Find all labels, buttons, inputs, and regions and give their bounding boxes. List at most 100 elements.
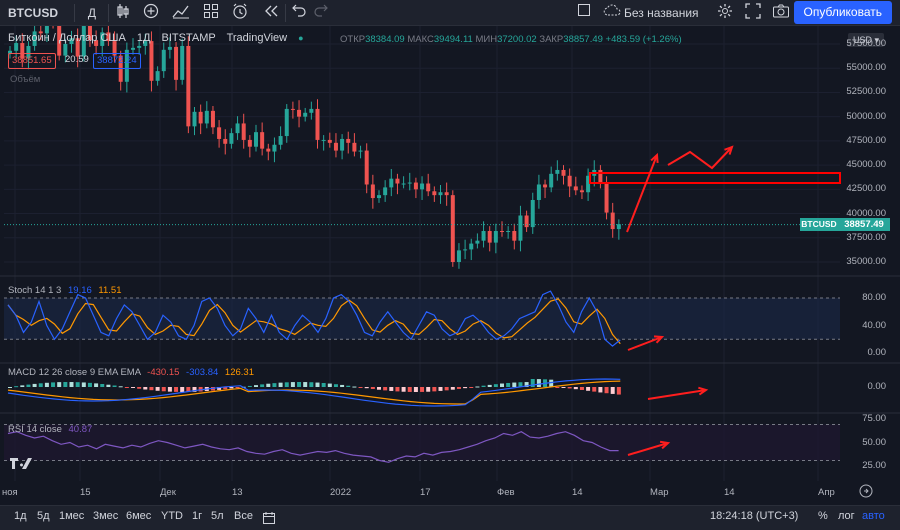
macd-histogram-bar [413,387,418,392]
alert-clock-icon[interactable] [230,3,250,23]
percent-toggle[interactable]: % [818,510,828,522]
price-tick-label: 50000.00 [846,110,886,122]
publish-button[interactable]: Опубликовать [793,1,892,24]
symbol-search[interactable]: BTCUSD [8,6,58,20]
price-tick-label: 45000.00 [846,159,886,171]
stoch-k-value: 19.16 [68,285,92,296]
drawing-annotations [589,145,841,456]
candle-body [8,50,12,54]
layout-select-icon[interactable] [575,3,593,23]
stoch-legend[interactable]: Stoch 14 1 3 19.16 11.51 [8,285,122,296]
high-label: МАКС [407,34,434,45]
macd-histogram-bar [186,387,191,392]
candle-body [32,31,37,46]
macd-histogram-bar [549,379,554,387]
templates-icon[interactable] [202,3,220,23]
macd-histogram-bar [352,386,357,388]
macd-histogram-bar [229,387,234,389]
indicator-tick-label: 0.00 [867,381,887,392]
chart-canvas[interactable] [0,26,900,505]
candle-body [512,230,517,241]
camera-snapshot-icon[interactable] [772,3,790,23]
candle-body [598,169,603,184]
macd-histogram-bar [438,387,443,391]
log-toggle[interactable]: лог [838,510,855,522]
undo-icon[interactable] [290,3,308,23]
range-button[interactable]: Все [234,510,253,522]
replay-icon[interactable] [262,3,280,23]
interval-button[interactable]: Д [87,6,97,20]
candle-body [389,178,394,188]
range-button[interactable]: 3мес [93,510,119,522]
candle-body [346,138,351,143]
settings-gear-icon[interactable] [716,3,734,23]
range-button[interactable]: 5д [37,510,50,522]
candle-body [481,230,486,241]
candle-body [63,44,68,56]
macd-legend[interactable]: MACD 12 26 close 9 EMA EMA -430.15 -303.… [8,367,254,378]
macd-histogram-bar [315,382,320,387]
auto-toggle[interactable]: авто [862,510,885,522]
macd-histogram-bar [432,387,437,392]
tradingview-logo-icon[interactable] [8,455,34,471]
forecast-zigzag-arrow-head [724,145,734,155]
range-button[interactable]: 1г [192,510,203,522]
candle-body [161,49,166,72]
candle-body [518,215,523,241]
range-button[interactable]: YTD [161,510,183,522]
indicators-icon[interactable] [172,3,190,23]
candle-body [131,47,135,50]
price-tick-label: 57500.00 [846,38,886,49]
date-tick-label: ноя [2,487,18,498]
candle-body [567,175,572,187]
top-toolbar: BTCUSD Д Без названия Опубликовать [0,0,900,26]
add-indicator-icon[interactable] [142,3,160,23]
range-button[interactable]: 5л [211,510,224,522]
buy-price-box[interactable]: 38872.24 [93,53,141,69]
stoch-k-line [7,290,621,347]
candle-body [198,111,203,124]
goto-date-icon[interactable] [859,484,873,498]
candle-body [321,139,326,141]
macd-histogram-bar [475,386,480,388]
currency-select[interactable]: USD ▾ [848,33,884,47]
candle-body [81,26,86,57]
close-label: ЗАКР [539,34,564,45]
macd-signal-value: 126.31 [224,367,254,378]
macd-histogram-bar [112,385,117,387]
bar-style-icon[interactable] [114,3,132,23]
clock-display[interactable]: 18:24:18 (UTC+3) [710,510,799,522]
macd-histogram-bar [278,382,283,387]
macd-histogram-bar [303,382,308,387]
range-button[interactable]: 6мес [126,510,152,522]
instrument-title[interactable]: Биткоин / Доллар США [8,32,126,44]
candle-body [450,195,455,262]
range-button[interactable]: 1д [14,510,27,522]
fullscreen-icon[interactable] [744,3,762,23]
candlestick-series [4,26,840,269]
redo-icon[interactable] [312,3,330,23]
cloud-icon[interactable] [603,3,621,23]
macd-histogram-bar [44,382,49,387]
macd-up-arrow-head [698,386,709,396]
candle-body [174,46,179,80]
date-range-icon[interactable] [262,511,276,528]
candle-body [616,224,621,230]
candle-body [167,46,172,50]
layout-name[interactable]: Без названия [624,6,699,20]
sell-price-box[interactable]: 38851.65 [8,53,56,69]
macd-histogram-bar [579,387,584,390]
macd-histogram-bar [8,387,12,388]
rsi-legend[interactable]: RSI 14 close 40.87 [8,424,92,435]
macd-histogram-bar [161,387,166,392]
macd-histogram-bar [604,387,609,394]
chart-grid [0,26,900,481]
range-button[interactable]: 1мес [59,510,85,522]
candle-body [395,178,400,184]
candle-body [604,183,609,213]
candle-body [297,109,302,117]
macd-histogram-bar [364,387,369,389]
status-dot-icon: ● [298,33,304,43]
macd-histogram-bar [463,387,468,389]
candle-body [364,150,369,185]
